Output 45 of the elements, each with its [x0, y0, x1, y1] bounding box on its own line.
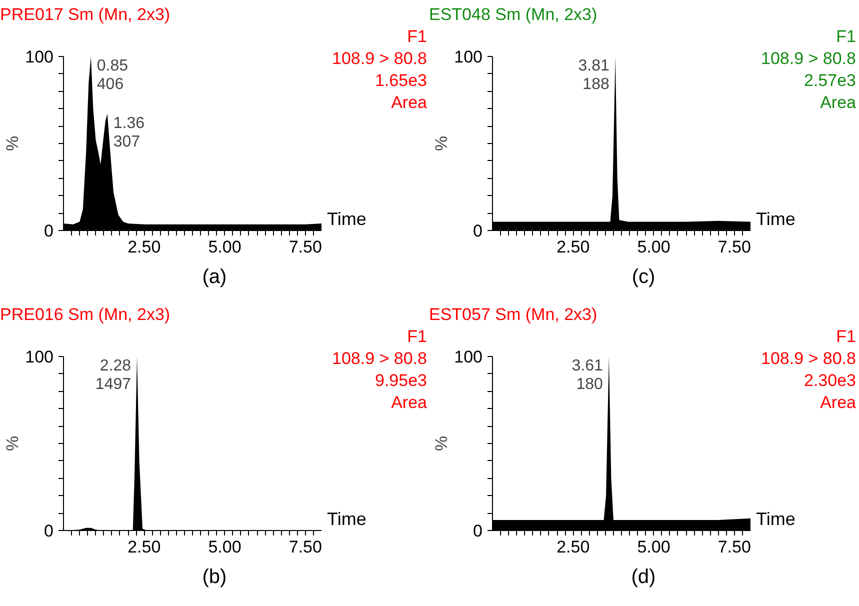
- y-tick-label: 100: [25, 48, 54, 66]
- chart-title: PRE017 Sm (Mn, 2x3): [0, 4, 170, 26]
- x-tick-label: 5.00: [208, 538, 242, 556]
- x-tick-label: 5.00: [208, 238, 242, 256]
- x-axis-title: Time: [327, 208, 366, 231]
- text: F1 108.9 > 80.8 1.65e3 Area: [332, 26, 427, 114]
- y-axis-title: %: [3, 136, 22, 152]
- text: F1 108.9 > 80.8 2.30e3 Area: [760, 326, 856, 414]
- x-axis-title: Time: [327, 508, 366, 531]
- y-tick-label: 100: [25, 348, 54, 366]
- text: F1 108.9 > 80.8 2.57e3 Area: [760, 26, 856, 114]
- y-axis-title: %: [3, 436, 22, 452]
- x-tick-label: 2.50: [128, 238, 161, 256]
- x-tick-label: 2.50: [556, 538, 590, 556]
- x-tick-label: 5.00: [637, 538, 670, 556]
- x-tick-label: 2.50: [556, 238, 590, 256]
- text: F1 108.9 > 80.8 9.95e3 Area: [332, 326, 427, 414]
- y-tick-label: 100: [454, 48, 483, 66]
- text: (d): [631, 565, 656, 590]
- chart-title: EST048 Sm (Mn, 2x3): [429, 4, 598, 26]
- y-tick-label: 0: [44, 522, 54, 540]
- x-tick-label: 7.50: [288, 238, 322, 256]
- text: (b): [202, 565, 227, 590]
- x-axis-title: Time: [756, 508, 796, 531]
- chart-title: EST057 Sm (Mn, 2x3): [429, 304, 598, 326]
- annotation: 0.85 406: [96, 58, 128, 94]
- y-tick-label: 0: [473, 222, 483, 240]
- annotation: 1.36 307: [113, 114, 145, 151]
- x-tick-label: 7.50: [718, 238, 751, 256]
- x-tick-label: 2.50: [128, 538, 161, 556]
- text: (a): [202, 265, 227, 290]
- y-axis-title: %: [432, 136, 452, 152]
- y-tick-label: 100: [454, 348, 483, 366]
- x-tick-label: 7.50: [288, 538, 322, 556]
- x-tick-label: 5.00: [637, 238, 670, 256]
- x-axis-title: Time: [756, 208, 796, 231]
- x-tick-label: 7.50: [718, 538, 751, 556]
- text: (c): [632, 265, 656, 290]
- y-tick-label: 0: [473, 522, 483, 540]
- y-axis-title: %: [432, 436, 452, 452]
- annotation: 3.81 188: [578, 58, 610, 94]
- annotation: 3.61 180: [572, 358, 604, 394]
- y-tick-label: 0: [44, 222, 54, 240]
- chart-title: PRE016 Sm (Mn, 2x3): [0, 304, 170, 326]
- annotation: 2.28 1497: [95, 358, 132, 394]
